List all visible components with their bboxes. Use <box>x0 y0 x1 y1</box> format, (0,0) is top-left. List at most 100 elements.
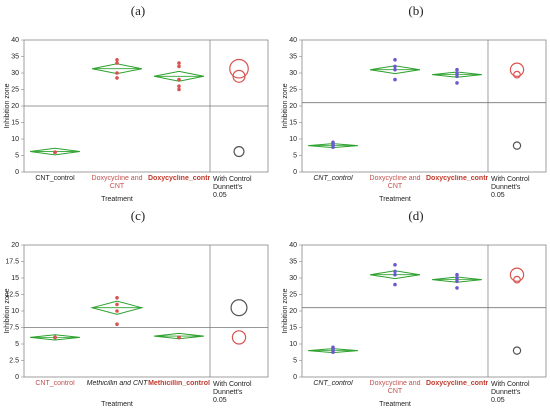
data-point <box>177 64 181 69</box>
y-tick-label: 10 <box>289 341 297 348</box>
data-point <box>53 335 57 340</box>
data-point <box>177 77 181 82</box>
data-point <box>331 345 335 350</box>
y-tick-label: 35 <box>289 258 297 265</box>
y-tick-label: 10 <box>11 136 19 143</box>
data-point <box>115 71 119 75</box>
circle-label: With Control <box>213 176 252 183</box>
x-category-text: Methicillin_control <box>148 380 210 387</box>
comparison-circle <box>509 267 525 282</box>
y-tick-label: 20 <box>11 103 19 110</box>
y-tick-label: 10 <box>11 308 19 315</box>
y-tick-label: 7.5 <box>9 324 19 331</box>
x-category-text: Doxycycline_control <box>426 380 488 387</box>
comparison-circle <box>512 346 522 355</box>
circle-label: 0.05 <box>491 397 505 404</box>
y-tick-label: 25 <box>289 291 297 298</box>
y-tick-label: 15 <box>11 119 19 126</box>
x-category-label: Methicillin_control <box>148 380 210 387</box>
comparison-circle <box>231 330 247 345</box>
x-category-text: Methicillin and CNT <box>86 380 148 387</box>
comparison-circle <box>229 58 249 79</box>
data-point <box>177 335 181 340</box>
y-axis-label: Inhibition zone <box>4 288 11 333</box>
data-point <box>115 302 119 307</box>
x-category-label: Doxycycline and CNT <box>369 380 421 395</box>
data-point <box>393 263 397 267</box>
y-tick-label: 0 <box>293 374 297 381</box>
x-category-label: CNT_control <box>313 175 353 182</box>
data-point <box>455 74 459 79</box>
y-tick-label: 40 <box>289 242 297 249</box>
panel-label: (d) <box>408 208 423 223</box>
panel-label: (c) <box>131 208 145 223</box>
data-point <box>393 67 397 72</box>
x-category-label: CNT_control <box>313 380 353 387</box>
x-category-text: Doxycycline_control <box>426 175 488 182</box>
x-axis-label: Treatment <box>101 196 133 203</box>
x-category-label: Doxycycline and CNT <box>92 175 143 190</box>
data-point <box>177 61 181 65</box>
circle-label: 0.05 <box>213 192 227 199</box>
y-tick-label: 20 <box>289 308 297 315</box>
y-axis-label: Inhibition zone <box>4 83 11 128</box>
y-tick-label: 25 <box>11 86 19 93</box>
data-point <box>393 64 397 69</box>
y-axis-label: Inhibition zone <box>282 83 289 128</box>
x-category-label: Methicillin and CNT <box>86 380 148 387</box>
data-point <box>393 58 397 62</box>
x-category-text: CNT_control <box>313 380 353 387</box>
y-tick-label: 5 <box>293 152 297 159</box>
data-point <box>455 272 459 277</box>
y-tick-label: 2.5 <box>9 357 19 364</box>
data-point <box>331 140 335 145</box>
data-point <box>115 76 119 80</box>
y-tick-label: 0 <box>15 169 19 176</box>
y-tick-label: 17.5 <box>5 258 19 265</box>
circle-label: 0.05 <box>213 397 227 404</box>
y-tick-label: 15 <box>289 119 297 126</box>
data-point <box>393 269 397 274</box>
y-tick-label: 5 <box>293 357 297 364</box>
y-tick-label: 5 <box>15 152 19 159</box>
comparison-circle <box>232 69 246 83</box>
y-axis-label: Inhibition zone <box>282 288 289 333</box>
data-point <box>455 67 459 72</box>
data-point <box>115 322 119 327</box>
data-point <box>115 61 119 65</box>
x-category-text: Doxycycline and CNT <box>369 380 421 395</box>
comparison-circle <box>233 145 245 158</box>
y-tick-label: 25 <box>289 86 297 93</box>
y-tick-label: 30 <box>289 275 297 282</box>
comparison-circle <box>509 62 525 77</box>
data-point <box>177 87 181 92</box>
panel-label: (b) <box>408 3 423 18</box>
x-category-text: CNT_control <box>35 380 75 387</box>
circle-label: With Control <box>491 176 530 183</box>
x-axis-label: Treatment <box>101 401 133 408</box>
y-tick-label: 35 <box>11 53 19 60</box>
y-tick-label: 0 <box>293 169 297 176</box>
plot-frame <box>301 39 547 173</box>
data-point <box>177 84 181 88</box>
data-point <box>455 71 459 75</box>
x-axis-label: Treatment <box>379 196 411 203</box>
y-tick-label: 5 <box>15 341 19 348</box>
y-tick-label: 0 <box>15 374 19 381</box>
circle-label: Dunnett's <box>491 184 521 191</box>
x-category-text: Doxycycline_control <box>148 175 210 182</box>
y-tick-label: 15 <box>289 324 297 331</box>
comparison-circle <box>230 299 248 317</box>
data-point <box>393 77 397 82</box>
x-category-label: Doxycycline_control <box>148 175 210 182</box>
data-point <box>53 150 57 154</box>
x-category-label: CNT_control <box>35 175 74 182</box>
x-category-label: Doxycycline_control <box>426 380 488 387</box>
data-point <box>455 279 459 284</box>
y-tick-label: 20 <box>289 103 297 110</box>
x-category-text: CNT_control <box>313 175 353 182</box>
data-point <box>115 58 119 62</box>
y-tick-label: 40 <box>289 37 297 44</box>
circle-label: With Control <box>213 381 252 388</box>
